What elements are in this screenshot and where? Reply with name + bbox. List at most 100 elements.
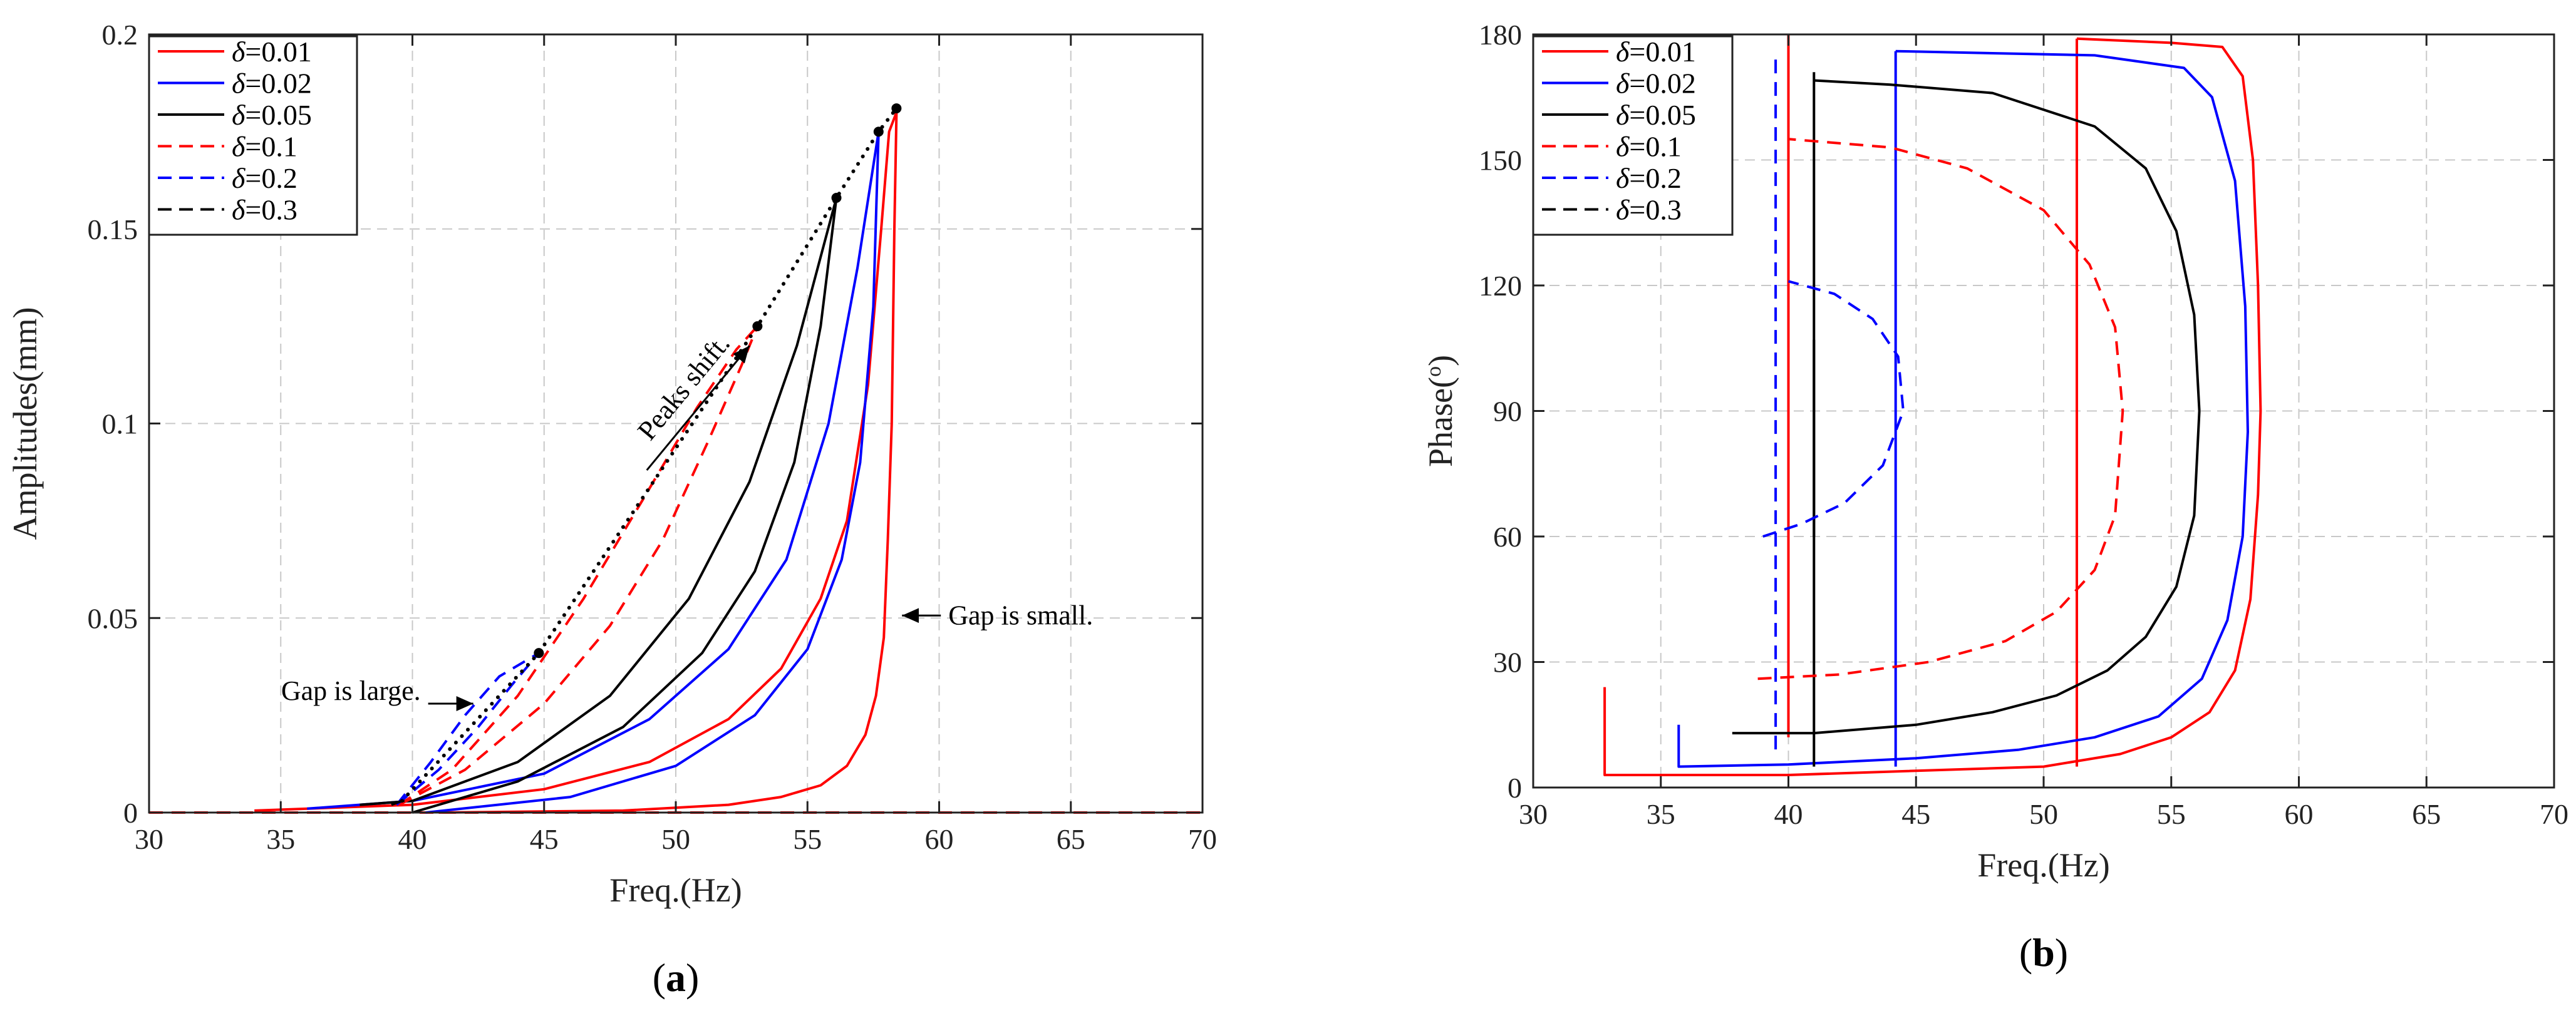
x-tick-label: 30 [1519,798,1548,830]
panel-a-peak-markers [400,103,902,803]
legend-entry-label: δ=0.2 [232,162,297,194]
panel-a-legend: δ=0.01δ=0.02δ=0.05δ=0.1δ=0.2δ=0.3 [148,35,358,236]
panel-b-y-label-close: ) [1422,355,1459,366]
gap-small-label: Gap is small. [948,600,1093,630]
x-tick-label: 30 [135,823,163,855]
series-line-delta-0-02-branch-0 [1677,49,2249,768]
x-tick-label: 40 [1774,798,1803,830]
peak-marker [831,193,842,203]
x-tick-label: 55 [2157,798,2186,830]
x-tick-label: 70 [1188,823,1217,855]
x-tick-label: 50 [661,823,690,855]
y-tick-label: 30 [1493,647,1522,679]
y-tick-label: 60 [1493,521,1522,553]
panel-a-grid [149,34,1203,813]
legend-box [1532,35,1734,236]
y-tick-label: 120 [1479,270,1522,302]
legend-entry-label: δ=0.01 [1616,36,1696,68]
legend-entry-label: δ=0.1 [1616,131,1682,163]
legend-delta-symbol: δ [1616,131,1630,163]
panel-b-x-axis-label: Freq.(Hz) [1977,846,2109,884]
x-tick-label: 60 [925,823,954,855]
legend-value: =0.3 [1629,194,1681,226]
y-tick-label: 0.1 [102,408,138,440]
panel-a: 30 35 40 45 50 55 60 65 70 0 0.05 0.1 0.15 0.2 Freq.(… [6,19,1217,1000]
legend-entry-label: δ=0.1 [232,131,297,163]
legend-entry-label: δ=0.01 [232,36,312,68]
peak-marker [534,648,544,659]
series-line-delta-0-01-branch-1 [254,111,898,812]
panel-a-caption: (a) [653,955,700,1000]
legend-value: =0.02 [245,68,311,100]
x-tick-label: 65 [1057,823,1085,855]
series-line-delta-0-02-branch-0 [425,131,880,814]
x-tick-label: 70 [2540,798,2568,830]
legend-entry-label: δ=0.05 [232,99,312,131]
y-tick-label: 180 [1479,19,1522,51]
legend-delta-symbol: δ [232,162,246,194]
x-tick-label: 55 [793,823,822,855]
panel-a-caption-open: ( [653,955,666,1000]
legend-delta-symbol: δ [232,36,246,68]
legend-value: =0.1 [245,131,297,163]
legend-entry-label: δ=0.02 [1616,68,1696,100]
y-tick-label: 0.15 [88,213,138,245]
legend-value: =0.01 [245,36,311,68]
legend-box [148,35,358,236]
series-line-delta-0-2-branch-0 [396,652,540,806]
legend-value: =0.2 [245,162,297,194]
series-line-delta-0-01-branch-0 [1603,37,2262,776]
panel-b-y-label-main: Phase( [1422,377,1459,467]
legend-delta-symbol: δ [232,68,246,100]
legend-delta-symbol: δ [1616,68,1630,100]
gap-large-label: Gap is large. [281,675,421,706]
series-line-delta-0-1-branch-1 [398,325,758,806]
x-tick-label: 65 [2412,798,2441,830]
legend-entry-label: δ=0.05 [1616,99,1696,131]
legend-delta-symbol: δ [232,131,246,163]
legend-value: =0.05 [1629,99,1695,131]
panel-b-caption: (b) [2019,930,2068,975]
series-line-delta-0-01-branch-0 [438,112,898,814]
legend-value: =0.02 [1629,68,1695,100]
x-tick-label: 45 [530,823,559,855]
panel-b-legend: δ=0.01δ=0.02δ=0.05δ=0.1δ=0.2δ=0.3 [1532,35,1734,236]
y-tick-label: 0.2 [102,19,138,51]
legend-value: =0.01 [1629,36,1695,68]
x-tick-label: 45 [1901,798,1930,830]
panel-a-x-axis-label: Freq.(Hz) [609,871,742,909]
peaks-shift-arrow [646,345,750,471]
panel-b-caption-close: ) [2055,930,2068,975]
legend-entry-label: δ=0.3 [232,194,297,226]
x-tick-label: 60 [2285,798,2314,830]
legend-delta-symbol: δ [1616,162,1630,194]
legend-value: =0.2 [1629,162,1681,194]
legend-value: =0.3 [245,194,297,226]
legend-entry-label: δ=0.2 [1616,162,1682,194]
y-tick-label: 0 [123,797,138,829]
legend-entry-label: δ=0.3 [1616,194,1682,226]
series-line-delta-0-2-branch-0 [1762,280,1905,538]
series-line-delta-0-2-branch-1 [395,652,540,806]
panel-b-series [1603,34,2262,776]
panel-a-ticks: 30 35 40 45 50 55 60 65 70 0 0.05 0.1 0.15 0.2 [88,19,1218,855]
panel-b-y-axis-label: Phase(o) [1422,355,1459,467]
x-tick-label: 35 [1647,798,1675,830]
series-line-delta-0-1-branch-0 [1757,138,2124,680]
legend-entry-label: δ=0.02 [232,68,312,100]
panel-b-y-label-degree: o [1422,366,1446,377]
legend-delta-symbol: δ [1616,194,1630,226]
y-tick-label: 0 [1508,772,1522,804]
y-tick-label: 90 [1493,396,1522,428]
panel-b-caption-letter: b [2032,930,2055,975]
series-line-delta-0-1-branch-0 [398,326,759,806]
panel-a-caption-close: ) [686,955,699,1000]
legend-value: =0.1 [1629,131,1681,163]
legend-delta-symbol: δ [1616,99,1630,131]
peak-marker [873,126,884,137]
series-line-delta-0-05-branch-0 [1732,79,2201,735]
legend-delta-symbol: δ [1616,36,1630,68]
